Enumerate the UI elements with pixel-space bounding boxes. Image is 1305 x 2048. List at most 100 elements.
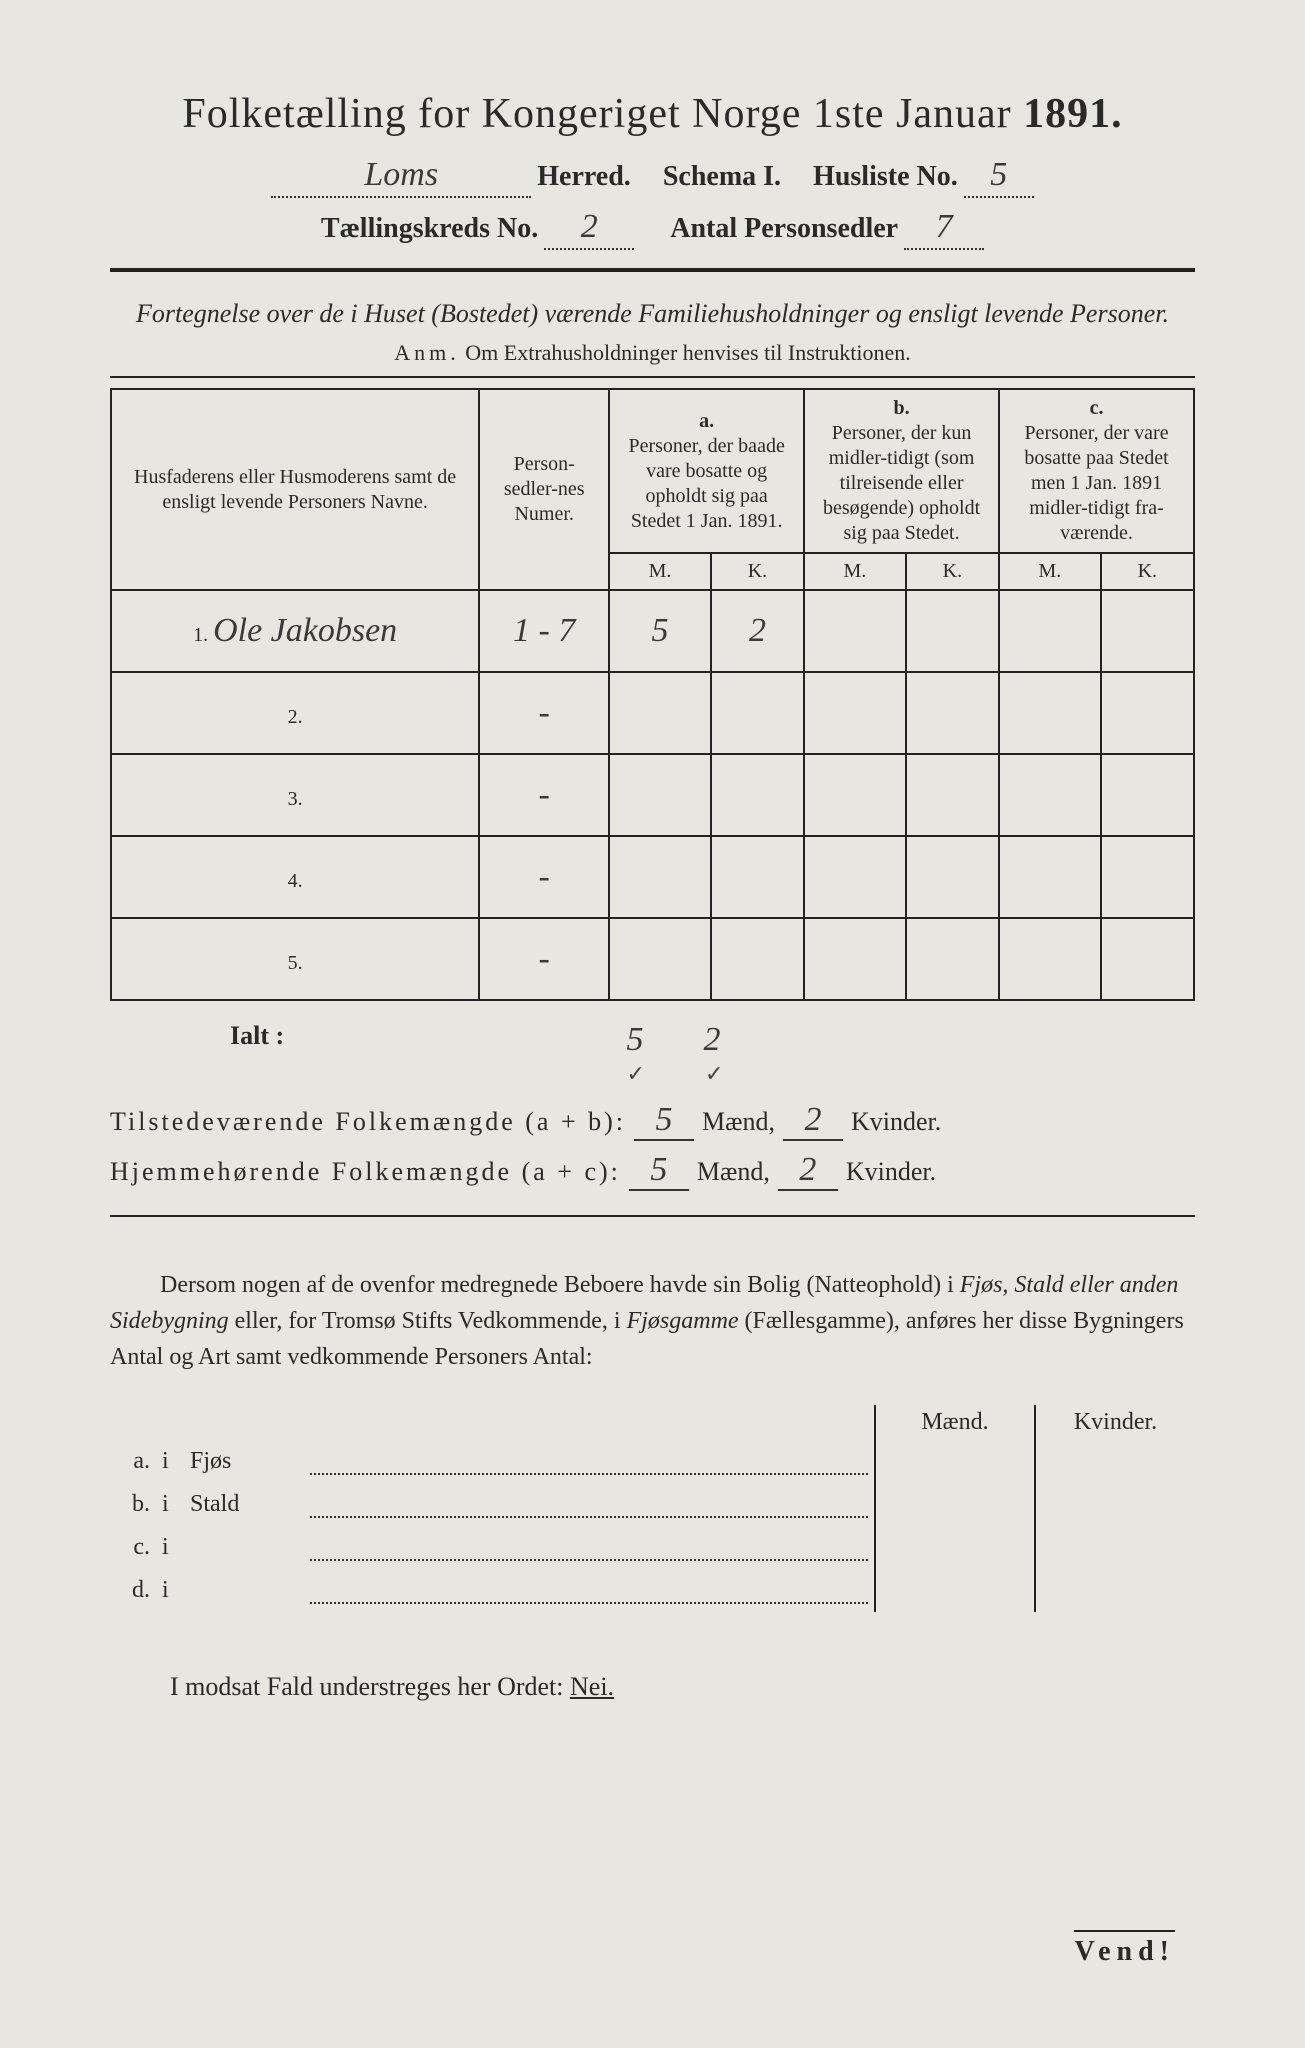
lodging-label: Fjøs <box>184 1440 304 1483</box>
row-c-k <box>1101 918 1194 1000</box>
title-prefix: Folketælling for Kongeriget Norge 1ste J… <box>182 91 1011 137</box>
anm-text: Om Extrahusholdninger henvises til Instr… <box>465 340 910 365</box>
row-a-m: 5 <box>609 590 711 672</box>
lodging-i: i <box>156 1483 184 1526</box>
herred-label: Herred. <box>537 161 631 193</box>
summary-line-1: Tilstedeværende Folkemængde (a + b): 5 M… <box>110 1101 1195 1141</box>
table-row: 2. - <box>111 672 1194 754</box>
row-num: - <box>479 918 609 1000</box>
row-number: 5. <box>111 918 479 1000</box>
lodging-k <box>1035 1526 1195 1569</box>
summary2-label: Hjemmehørende Folkemængde (a + c): <box>110 1157 621 1187</box>
row-b-m <box>804 754 906 836</box>
row-b-k <box>906 590 999 672</box>
check-2: ✓ <box>705 1061 723 1087</box>
row-num: 1 - 7 <box>479 590 609 672</box>
col-a-k: K. <box>711 553 804 590</box>
row-number: 2. <box>111 672 479 754</box>
summary2-m-lbl: Mænd, <box>697 1157 770 1187</box>
kreds-value: 2 <box>544 208 634 250</box>
modsat-nei: Nei. <box>570 1672 614 1701</box>
lodging-row: d.i <box>110 1569 1195 1612</box>
divider-3 <box>110 1215 1195 1217</box>
col-header-b: b. Personer, der kun midler-tidigt (som … <box>804 389 999 553</box>
antal-label: Antal Personsedler <box>670 213 898 245</box>
row-num: - <box>479 836 609 918</box>
ialt-m: 5 <box>627 1021 644 1059</box>
row-a-m <box>609 836 711 918</box>
title-year: 1891. <box>1023 91 1123 137</box>
summary2-m: 5 <box>629 1151 689 1191</box>
check-1: ✓ <box>627 1061 645 1087</box>
check-row: ✓ ✓ <box>110 1061 1195 1087</box>
row-a-k <box>711 672 804 754</box>
row-number: 3. <box>111 754 479 836</box>
row-c-m <box>999 836 1101 918</box>
lodging-i: i <box>156 1569 184 1612</box>
row-b-m <box>804 672 906 754</box>
row-c-m <box>999 590 1101 672</box>
row-b-m <box>804 590 906 672</box>
lodging-m <box>875 1483 1035 1526</box>
summary1-k: 2 <box>783 1101 843 1141</box>
summary1-k-lbl: Kvinder. <box>851 1107 941 1137</box>
lodging-k <box>1035 1483 1195 1526</box>
subtitle: Fortegnelse over de i Huset (Bostedet) v… <box>110 296 1195 332</box>
lodging-i: i <box>156 1440 184 1483</box>
row-b-m <box>804 836 906 918</box>
summary1-m: 5 <box>634 1101 694 1141</box>
row-a-k: 2 <box>711 590 804 672</box>
main-table: Husfaderens eller Husmoderens samt de en… <box>110 388 1195 1001</box>
table-row: 5. - <box>111 918 1194 1000</box>
schema-label: Schema I. <box>663 161 781 193</box>
lodging-letter: d. <box>110 1569 156 1612</box>
lodging-letter: a. <box>110 1440 156 1483</box>
summary1-label: Tilstedeværende Folkemængde (a + b): <box>110 1107 626 1137</box>
lodging-label <box>184 1526 304 1569</box>
husliste-label: Husliste No. <box>813 161 958 193</box>
ialt-k: 2 <box>704 1021 721 1059</box>
row-c-m <box>999 754 1101 836</box>
col-b-k: K. <box>906 553 999 590</box>
summary-line-2: Hjemmehørende Folkemængde (a + c): 5 Mæn… <box>110 1151 1195 1191</box>
col-c-m: M. <box>999 553 1101 590</box>
row-a-k <box>711 836 804 918</box>
lodging-label: Stald <box>184 1483 304 1526</box>
ialt-label: Ialt : <box>110 1021 577 1059</box>
lodging-table: Mænd. Kvinder. a.iFjøsb.iStaldc.id.i <box>110 1405 1195 1612</box>
row-num: - <box>479 672 609 754</box>
lodging-i: i <box>156 1526 184 1569</box>
modsat-line: I modsat Fald understreges her Ordet: Ne… <box>110 1672 1195 1702</box>
row-c-m <box>999 918 1101 1000</box>
page-title: Folketælling for Kongeriget Norge 1ste J… <box>110 90 1195 138</box>
row-c-k <box>1101 836 1194 918</box>
row-b-k <box>906 672 999 754</box>
herred-value: Loms <box>271 156 531 198</box>
lodging-paragraph: Dersom nogen af de ovenfor medregnede Be… <box>110 1267 1195 1375</box>
header-line-2: Tællingskreds No. 2 Antal Personsedler 7 <box>110 208 1195 250</box>
row-c-m <box>999 672 1101 754</box>
row-c-k <box>1101 754 1194 836</box>
row-b-k <box>906 836 999 918</box>
lodging-letter: c. <box>110 1526 156 1569</box>
divider-1 <box>110 268 1195 272</box>
col-header-a: a. Personer, der baade vare bosatte og o… <box>609 389 804 553</box>
row-b-k <box>906 918 999 1000</box>
lodging-letter: b. <box>110 1483 156 1526</box>
col-b-m: M. <box>804 553 906 590</box>
summary2-k: 2 <box>778 1151 838 1191</box>
kreds-label: Tællingskreds No. <box>321 213 538 245</box>
lodging-dots <box>304 1526 875 1569</box>
row-c-k <box>1101 672 1194 754</box>
census-form-page: Folketælling for Kongeriget Norge 1ste J… <box>0 0 1305 2048</box>
lodging-m <box>875 1526 1035 1569</box>
lodging-row: b.iStald <box>110 1483 1195 1526</box>
table-row: 1. Ole Jakobsen1 - 752 <box>111 590 1194 672</box>
modsat-text: I modsat Fald understreges her Ordet: <box>170 1672 564 1701</box>
row-num: - <box>479 754 609 836</box>
husliste-value: 5 <box>964 156 1034 198</box>
row-a-m <box>609 672 711 754</box>
row-a-k <box>711 918 804 1000</box>
summary1-m-lbl: Mænd, <box>702 1107 775 1137</box>
vend-label: Vend! <box>1074 1930 1175 1968</box>
